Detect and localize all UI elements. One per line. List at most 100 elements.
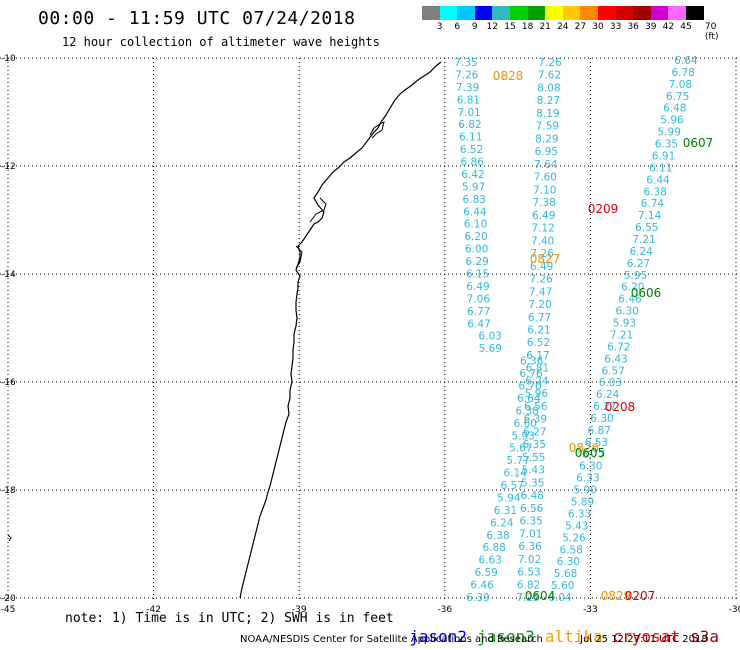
wave-height-tracks: 7.357.267.396.817.016.826.116.526.866.42… [454,55,698,604]
wave-height-value: 6.35 [519,516,542,528]
chart-title: 00:00 - 11:59 UTC 07/24/2018 [38,8,356,29]
lat-label: -20 [1,594,16,604]
pass-label: 0828 [493,69,524,83]
pass-label: 0606 [631,286,662,300]
wave-height-value: 6.53 [585,437,608,449]
wave-height-value: 6.31 [494,505,517,517]
wave-height-value: 6.46 [618,294,642,306]
color-swatch [580,6,598,20]
wave-height-value: 6.33 [568,508,591,520]
wave-height-value: 6.43 [604,353,627,365]
wave-height-value: 6.24 [525,375,549,387]
wave-height-value: 6.95 [535,146,558,158]
color-scale-labels: 3 6 9 12 15 18 21 24 27 30 33 36 39 42 45 70 (ft) [422,22,737,42]
wave-height-value: 6.48 [663,103,686,115]
color-swatch [439,6,458,20]
color-scale-label: 27 [574,22,587,32]
pass-label: 0209 [588,202,619,216]
coastline [239,61,442,599]
wave-height-value: 6.87 [588,425,611,437]
wave-height-value: 7.06 [467,293,491,305]
color-scale-label: 24 [557,22,569,32]
wave-height-value: 5.97 [462,181,485,193]
pass-label: 0605 [575,446,606,460]
color-scale-label: 3 [436,22,443,32]
wave-height-value: 7.10 [533,184,556,196]
wave-height-value: 6.21 [527,325,550,337]
wave-height-value: 5.90 [574,485,597,497]
wave-height-value: 6.11 [459,132,482,144]
wave-height-value: 5.43 [565,520,588,532]
color-swatch [457,6,475,20]
wave-height-value: 6.36 [518,541,542,553]
wave-height-value: 6.38 [486,530,509,542]
wave-height-value: 7.38 [533,197,556,209]
wave-height-value: 7.62 [538,70,561,82]
wave-height-value: 6.24 [630,246,654,258]
wave-height-value: 8.29 [535,133,558,145]
color-swatch [633,6,651,20]
wave-height-value: 6.03 [599,377,622,389]
wave-height-value: 6.70 [518,380,541,392]
wave-height-value: 6.77 [528,312,551,324]
wave-height-value: 6.24 [596,389,620,401]
legend-altika: altika [544,627,603,646]
lon-label: -39 [292,605,307,615]
color-swatch [492,6,510,20]
wave-height-value: 6.30 [590,413,613,425]
color-swatch [562,6,581,20]
lon-label: -33 [583,605,598,615]
wave-height-value: 6.39 [524,414,547,426]
wave-height-value: 6.35 [523,439,546,451]
wave-height-value: 6.52 [460,144,483,156]
map-grid: -10 -12 -14 -16 -18 -20-45 -42 -39 -36 -33 -30 [0,54,740,615]
wave-height-value: 6.30 [557,556,580,568]
wave-height-value: 6.35 [655,139,678,151]
legend-jason2: jason2 [409,627,468,646]
wave-height-value: 6.77 [467,306,490,318]
color-swatch [685,6,704,20]
wave-height-value: 5.26 [562,532,586,544]
coastline-detail-north [369,121,385,139]
color-scale-label: 39 [645,22,657,32]
wave-height-value: 5.95 [624,270,647,282]
wave-height-value: 5.60 [551,580,574,592]
wave-height-value: 5.77 [506,455,529,467]
wave-height-value: 6.46 [470,580,494,592]
wave-height-value: 6.00 [465,244,488,256]
wave-height-value: 6.42 [461,169,484,181]
wave-height-value: 6.33 [576,473,599,485]
wave-height-value: 6.88 [482,542,505,554]
lon-label: -42 [146,605,161,615]
legend-jason3: jason3 [477,627,535,646]
wave-height-value: 7.26 [530,248,554,260]
wave-height-value: 6.17 [526,350,549,362]
color-scale-label: 21 [539,22,551,32]
wave-height-value: 6.27 [523,426,546,438]
color-scale-label: 12 [486,22,499,32]
wave-height-value: 6.14 [504,468,528,480]
footer-credit: NOAA/NESDIS Center for Satellite Applica… [240,634,543,645]
color-scale-label: 15 [504,22,516,32]
wave-height-value: 5.96 [660,115,684,127]
wave-height-value: 7.21 [610,329,633,341]
wave-height-value: 6.39 [466,592,489,604]
wave-height-value: 6.38 [515,405,538,417]
wave-height-value: 6.91 [652,150,675,162]
wave-height-value: 7.20 [528,299,551,311]
color-swatch [422,6,440,20]
wave-height-value: 7.08 [669,79,692,91]
island-marker [7,534,12,542]
wave-height-value: 6.52 [527,337,550,349]
wave-height-value: 6.74 [641,198,665,210]
lat-label: -12 [1,162,16,172]
wave-height-value: 6.44 [463,206,487,218]
color-swatch [474,6,493,20]
wave-height-value: 6.47 [467,318,490,330]
wave-height-value: 7.47 [529,286,552,298]
wave-height-value: 7.25 [516,592,539,604]
wave-height-value: 6.77 [582,449,605,461]
wave-height-value: 6.11 [649,162,672,174]
wave-height-value: 6.53 [517,567,540,579]
wave-height-value: 6.82 [517,579,540,591]
